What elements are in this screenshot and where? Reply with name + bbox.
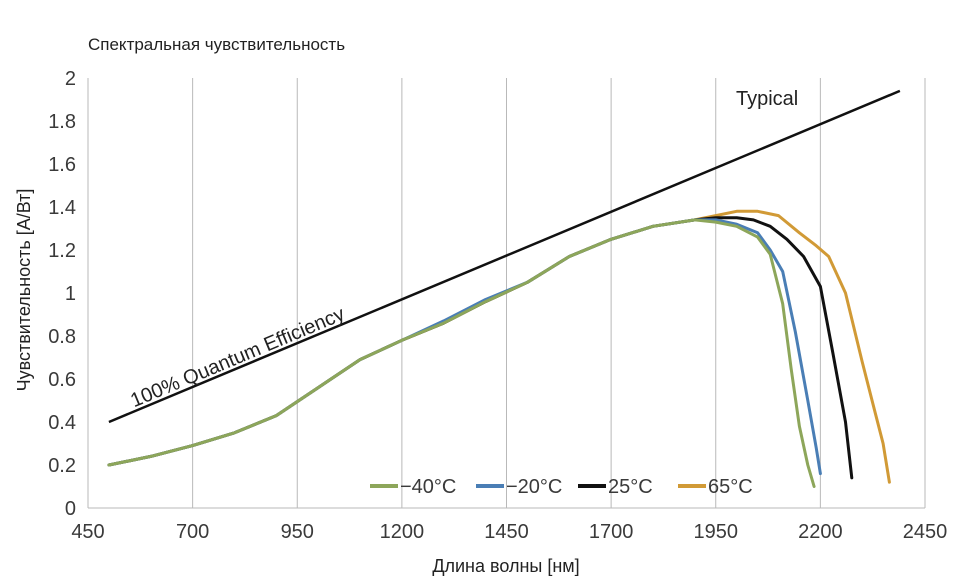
- x-tick-label: 1200: [380, 521, 425, 543]
- legend-item: −40°C: [370, 476, 456, 498]
- legend-item: −20°C: [476, 476, 562, 498]
- x-axis-title: Длина волны [нм]: [432, 556, 579, 576]
- y-tick-labels: 0 0.2 0.4 0.6 0.8 1 1.2 1.4 1.6 1.8 2: [48, 68, 76, 520]
- y-tick-label: 0.4: [48, 412, 76, 434]
- x-tick-label: 1950: [694, 521, 739, 543]
- legend: −40°C −20°C 25°C 65°C: [370, 476, 753, 498]
- legend-item: 65°C: [678, 476, 753, 498]
- chart-title: Спектральная чувствительность: [88, 35, 345, 54]
- quantum-efficiency-line: [108, 89, 901, 424]
- y-tick-label: 1: [65, 283, 76, 305]
- y-tick-label: 2: [65, 68, 76, 90]
- y-tick-label: 0.6: [48, 369, 76, 391]
- typical-label: Typical: [736, 88, 798, 110]
- x-tick-label: 700: [176, 521, 209, 543]
- series-line: [107, 218, 822, 476]
- reference-layer: [108, 89, 901, 424]
- y-tick-label: 1.6: [48, 154, 76, 176]
- legend-label: −20°C: [506, 476, 562, 498]
- series-layer: [107, 209, 891, 488]
- legend-label: 65°C: [708, 476, 753, 498]
- y-tick-label: 1.4: [48, 197, 76, 219]
- legend-item: 25°C: [578, 476, 653, 498]
- y-axis-title: Чувствительность [А/Вт]: [14, 189, 34, 392]
- y-tick-label: 0.8: [48, 326, 76, 348]
- y-tick-label: 1.2: [48, 240, 76, 262]
- x-tick-label: 450: [71, 521, 104, 543]
- x-tick-label: 1700: [589, 521, 634, 543]
- y-tick-label: 0: [65, 498, 76, 520]
- legend-label: −40°C: [400, 476, 456, 498]
- x-tick-labels: 450 700 950 1200 1450 1700 1950 2200 2450: [71, 521, 947, 543]
- y-tick-label: 1.8: [48, 111, 76, 133]
- x-tick-label: 2200: [798, 521, 843, 543]
- series-line: [107, 218, 816, 488]
- x-tick-label: 2450: [903, 521, 948, 543]
- x-tick-label: 950: [281, 521, 314, 543]
- series-line: [107, 216, 854, 480]
- legend-label: 25°C: [608, 476, 653, 498]
- quantum-efficiency-label: 100% Quantum Efficiency: [127, 303, 347, 412]
- x-tick-label: 1450: [484, 521, 529, 543]
- y-tick-label: 0.2: [48, 455, 76, 477]
